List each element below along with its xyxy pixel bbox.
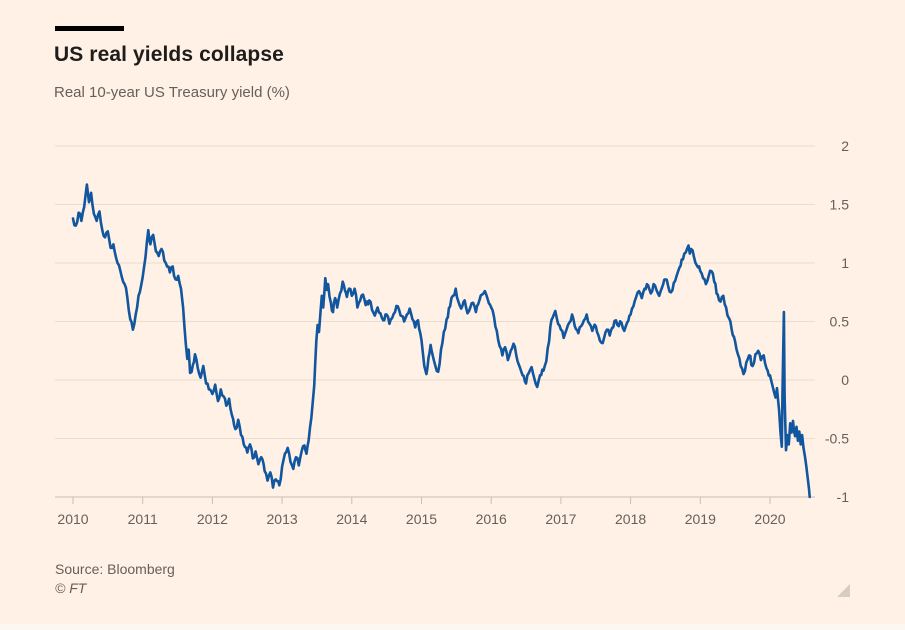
x-axis-label: 2013 — [267, 511, 298, 527]
x-axis-label: 2020 — [754, 511, 785, 527]
y-axis-label: 1.5 — [830, 197, 850, 213]
source-label: Source: Bloomberg — [55, 561, 175, 577]
x-axis-label: 2019 — [685, 511, 716, 527]
x-axis-label: 2018 — [615, 511, 646, 527]
x-axis-label: 2014 — [336, 511, 367, 527]
y-axis-label: 1 — [841, 255, 849, 271]
x-axis-label: 2011 — [128, 511, 158, 527]
card-bottom-edge — [0, 624, 905, 630]
ft-copyright-label: © FT — [55, 580, 87, 596]
chart-title: US real yields collapse — [54, 43, 284, 66]
chart-subtitle: Real 10-year US Treasury yield (%) — [54, 84, 290, 101]
y-axis-label: -1 — [837, 489, 850, 505]
y-axis-label: 0 — [841, 372, 849, 388]
x-axis-label: 2012 — [197, 511, 228, 527]
x-axis-label: 2017 — [545, 511, 576, 527]
x-axis-label: 2015 — [406, 511, 437, 527]
x-axis-label: 2010 — [57, 511, 88, 527]
resize-grip-icon[interactable] — [837, 584, 850, 597]
y-axis-label: 0.5 — [830, 314, 850, 330]
x-axis-label: 2016 — [476, 511, 507, 527]
y-axis-label: -0.5 — [825, 431, 849, 447]
title-accent-bar — [55, 26, 124, 31]
yield-line-series — [71, 183, 812, 499]
y-axis-label: 2 — [841, 138, 849, 154]
